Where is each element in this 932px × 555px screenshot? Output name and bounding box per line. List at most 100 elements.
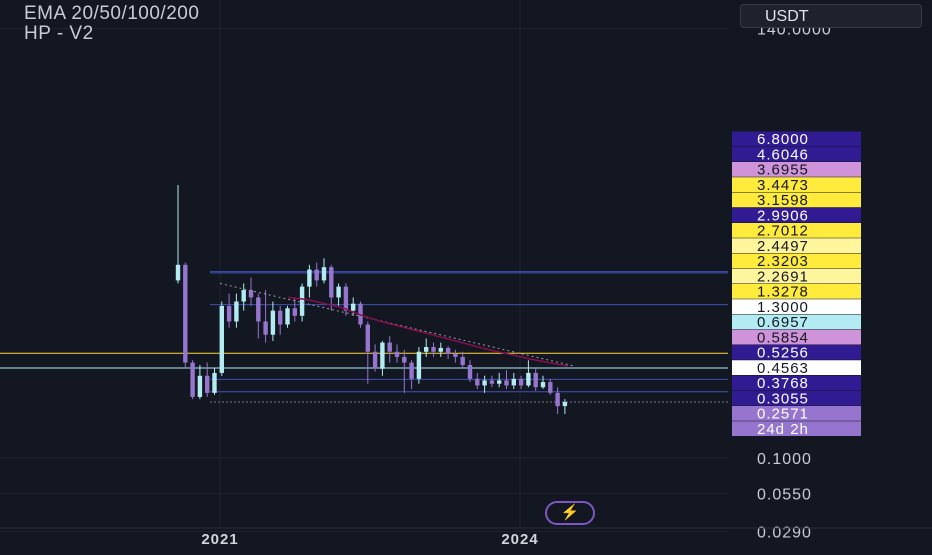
time-tick-label: 2021 [201, 531, 238, 548]
candle-body[interactable] [219, 305, 224, 373]
legend-ema[interactable]: EMA 20/50/100/200 [24, 3, 200, 24]
indicator-legend: EMA 20/50/100/200 HP - V2 [24, 4, 199, 44]
price-label-box [732, 253, 861, 269]
candle-body[interactable] [372, 351, 378, 369]
price-label-text: 3.4473 [757, 177, 809, 194]
price-tick-label: 260.0000 [757, 0, 832, 2]
price-label-box [732, 360, 861, 375]
price-label-box [732, 345, 861, 360]
candle-body[interactable] [497, 380, 502, 384]
price-label-box [732, 207, 861, 223]
candle-body[interactable] [409, 362, 414, 379]
price-label-text: 0.4563 [757, 360, 809, 377]
legend-hp[interactable]: HP - V2 [24, 23, 94, 44]
candle-body[interactable] [321, 267, 327, 281]
candle-body[interactable] [197, 375, 203, 397]
candle-body[interactable] [329, 267, 334, 298]
candle-body[interactable] [263, 321, 268, 335]
price-label-text: 24d 2h [757, 421, 809, 438]
candle-body[interactable] [175, 264, 181, 281]
candle-body[interactable] [299, 286, 305, 316]
candle-body[interactable] [533, 372, 538, 388]
candle-body[interactable] [380, 342, 385, 369]
candle-body[interactable] [343, 286, 349, 311]
candle-body[interactable] [562, 402, 568, 407]
price-label-box [732, 284, 861, 299]
candle-body[interactable] [270, 310, 276, 335]
candle-body[interactable] [467, 364, 473, 379]
candle-body[interactable] [394, 351, 400, 357]
candle-body[interactable] [540, 382, 546, 388]
price-label-text: 0.3768 [757, 375, 809, 392]
price-label-box [732, 162, 861, 177]
candle-body[interactable] [555, 392, 560, 407]
price-label-box [732, 314, 861, 330]
candle-body[interactable] [190, 362, 195, 397]
candle-body[interactable] [475, 378, 480, 386]
price-label-text: 0.6957 [757, 314, 809, 331]
price-label-box [732, 146, 861, 162]
price-label-text: 3.1598 [757, 192, 809, 209]
price-label-text: 2.3203 [757, 253, 809, 270]
candle-body[interactable] [183, 264, 188, 363]
candle-body[interactable] [314, 269, 319, 281]
candle-body[interactable] [358, 303, 363, 325]
candle-body[interactable] [438, 347, 443, 352]
candle-body[interactable] [518, 378, 524, 386]
price-label-text: 2.2691 [757, 268, 809, 285]
candle-body[interactable] [336, 286, 341, 298]
candle-body[interactable] [489, 380, 495, 384]
lightning-icon[interactable]: ⚡ [545, 501, 595, 525]
candle-body[interactable] [234, 301, 239, 322]
price-label-box [732, 192, 861, 208]
candle-body[interactable] [205, 375, 210, 393]
candle-body[interactable] [526, 372, 531, 386]
candle-body[interactable] [212, 372, 217, 393]
candle-body[interactable] [241, 290, 246, 302]
price-label-text: 2.9906 [757, 207, 809, 224]
price-label-text: 0.5854 [757, 329, 809, 346]
candle-body[interactable] [511, 378, 516, 386]
trend-line [219, 282, 576, 367]
candle-body[interactable] [402, 356, 407, 363]
candle-body[interactable] [416, 351, 422, 379]
price-label-text: 4.6046 [757, 146, 809, 163]
price-tick-label: 0.1000 [757, 451, 812, 468]
price-label-text: 0.2571 [757, 406, 809, 423]
price-label-box [732, 390, 861, 406]
price-label-text: 0.5256 [757, 345, 809, 362]
candle-body[interactable] [445, 347, 451, 354]
price-label-text: 6.8000 [757, 131, 809, 148]
candle-body[interactable] [292, 308, 297, 316]
price-label-text: 2.7012 [757, 223, 809, 240]
price-label-text: 1.3000 [757, 299, 809, 316]
candle-body[interactable] [453, 353, 458, 357]
price-label-text: 0.3055 [757, 390, 809, 407]
candle-body[interactable] [278, 310, 283, 325]
candle-body[interactable] [307, 269, 312, 287]
price-label-box [732, 177, 861, 192]
candle-body[interactable] [482, 380, 487, 386]
price-label-text: 3.6955 [757, 162, 809, 179]
candle-body[interactable] [548, 382, 553, 393]
price-label-box [732, 238, 861, 253]
price-label-text: 1.3278 [757, 284, 809, 301]
time-tick-label: 2024 [501, 531, 538, 548]
candle-body[interactable] [460, 356, 465, 365]
candle-body[interactable] [226, 305, 232, 322]
candle-body[interactable] [365, 324, 370, 352]
candle-body[interactable] [351, 303, 356, 311]
price-label-text: 2.4497 [757, 238, 809, 255]
candle-body[interactable] [424, 347, 429, 352]
price-label-box [732, 268, 861, 284]
candle-body[interactable] [285, 308, 290, 325]
candle-body[interactable] [504, 380, 509, 386]
candle-body[interactable] [387, 342, 392, 352]
candle-body[interactable] [248, 290, 254, 298]
candle-body[interactable] [431, 347, 436, 352]
currency-selector[interactable]: USDT [740, 4, 922, 28]
price-label-box [732, 299, 861, 314]
candle-body[interactable] [256, 297, 261, 322]
